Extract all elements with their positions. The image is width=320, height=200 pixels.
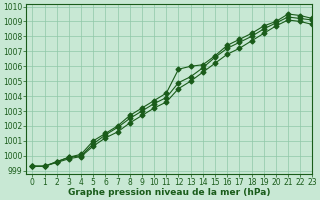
X-axis label: Graphe pression niveau de la mer (hPa): Graphe pression niveau de la mer (hPa): [68, 188, 271, 197]
